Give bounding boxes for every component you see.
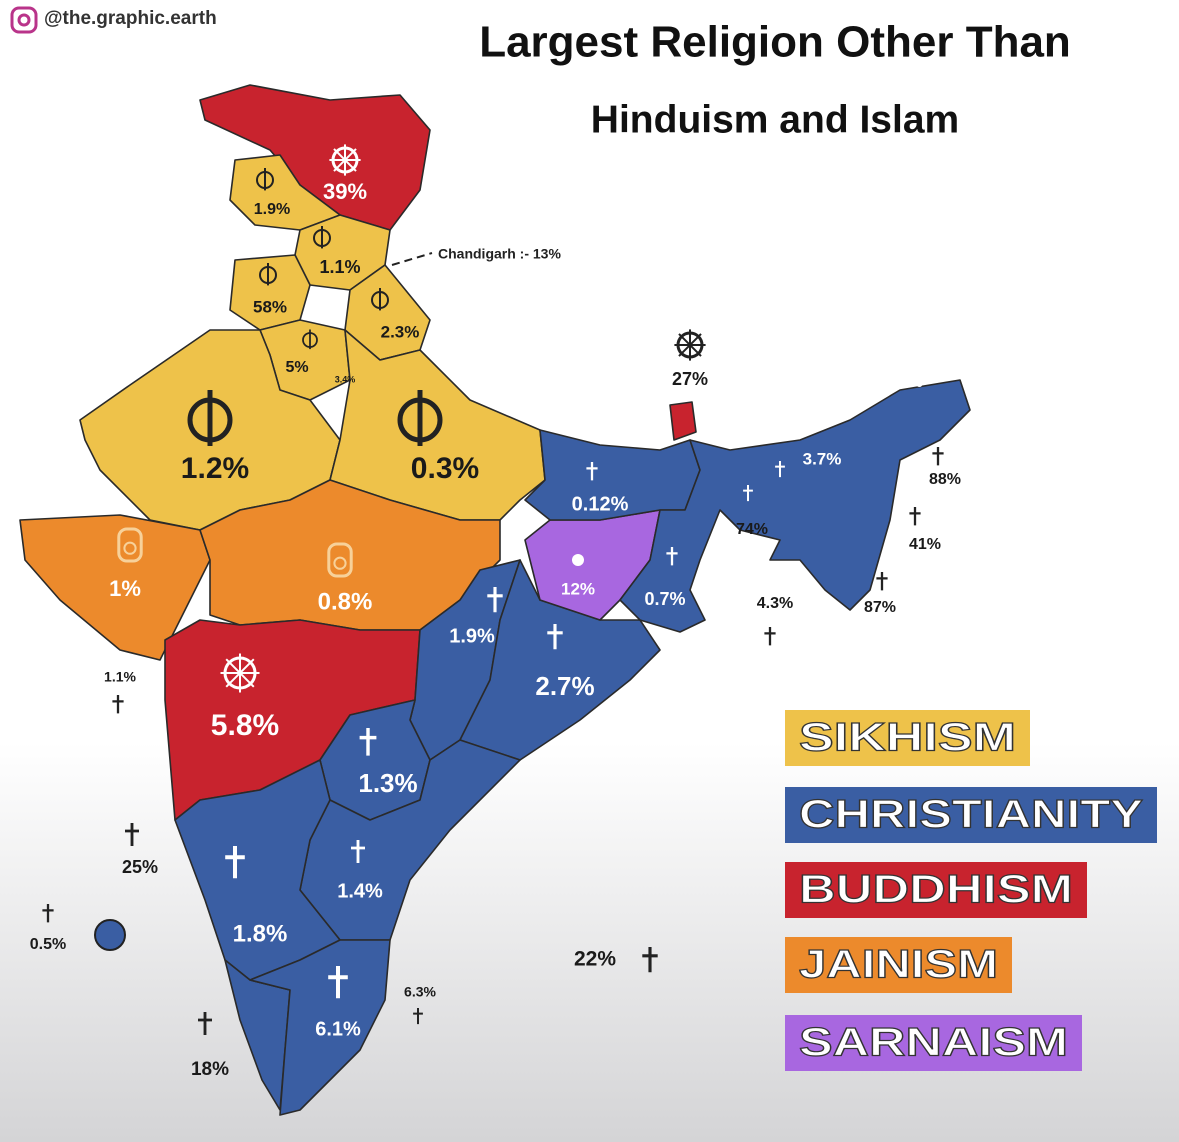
region-label: 1.4% [337, 880, 383, 902]
cross-icon [586, 462, 598, 481]
region-label: 5.8% [211, 709, 279, 742]
instagram-icon [10, 6, 38, 34]
cross-icon [328, 966, 348, 999]
region-label: 1.9% [254, 201, 290, 218]
region-label: 18% [191, 1059, 229, 1080]
cross-icon [764, 627, 776, 646]
legend-swatch [785, 710, 1030, 766]
region-label: 5% [285, 359, 308, 376]
region-label: 6.3% [404, 984, 436, 1000]
region [199, 84, 431, 231]
wheel-spoke [225, 658, 255, 688]
legend-label: SIKHISM [799, 716, 1016, 760]
title: Largest Religion Other Than [479, 18, 1071, 67]
region-label: 3.7% [803, 449, 842, 468]
region-label: 39% [323, 179, 367, 204]
cross-icon [359, 728, 377, 756]
region-label: 2.3% [381, 322, 420, 341]
region-label: 4.3% [757, 595, 793, 612]
region-label: 87% [864, 599, 896, 616]
marker-icon [94, 919, 126, 951]
cross-icon [125, 823, 139, 846]
cross-icon [112, 695, 124, 714]
region-label: 74% [736, 521, 768, 538]
jain-hand-icon [327, 542, 353, 578]
india-map [19, 84, 971, 1116]
region [669, 401, 697, 441]
cross-icon [547, 624, 563, 650]
cross-icon [743, 485, 753, 502]
instagram-icon-lens [17, 13, 31, 27]
handle: @the.graphic.earth [44, 8, 217, 29]
region-label: 1.1% [319, 257, 360, 277]
cross-icon [666, 547, 678, 566]
cross-icon [198, 1012, 212, 1035]
jain-hand-wheel [123, 541, 137, 555]
cross-icon [932, 447, 944, 466]
cross-icon [487, 587, 503, 613]
cross-icon [225, 846, 245, 879]
legend-swatch [785, 787, 1157, 843]
cross-icon [844, 392, 856, 411]
annotation-leader [391, 252, 433, 266]
region-labels: 39% 1.9% 1.1% 58% 2.3% 5% 3.4% 1.2% 0.3% 27% 30% 3.… [30, 179, 961, 1080]
legend-swatch [785, 862, 1087, 918]
region-label: 25% [122, 857, 158, 877]
region-label: 27% [672, 369, 708, 389]
religion-icons [42, 144, 944, 1035]
region-label: 1.8% [233, 920, 288, 947]
region-label: 1.1% [104, 669, 136, 685]
region-label: 22% [574, 948, 616, 971]
subtitle: Hinduism and Islam [591, 98, 959, 141]
region-label: 0.5% [30, 936, 66, 953]
jain-hand-wheel [333, 556, 347, 570]
cross-icon [775, 461, 785, 478]
region [249, 939, 391, 1116]
legend-label: SARNAISM [799, 1021, 1068, 1065]
legend: SIKHISM CHRISTIANITY BUDDHISM JAINISM SARNAI… [785, 710, 1157, 1071]
cross-icon [42, 904, 54, 923]
legend-swatch [785, 1015, 1082, 1071]
region [459, 559, 661, 761]
legend-label: CHRISTIANITY [799, 793, 1143, 837]
region-label: 1.3% [358, 768, 417, 798]
sun-icon [572, 554, 584, 566]
region-label: 0.12% [572, 493, 629, 515]
cross-icon [876, 572, 888, 591]
cross-icon [351, 840, 365, 863]
region-label: 88% [929, 471, 961, 488]
legend-label: JAINISM [799, 943, 998, 987]
region-label: 2.7% [535, 671, 594, 701]
region-label: 0.8% [318, 588, 373, 615]
cross-icon [413, 1008, 423, 1025]
region-label: 0.7% [644, 589, 685, 609]
region [619, 379, 971, 633]
wheel-spoke [333, 148, 357, 172]
region-label: 41% [909, 536, 941, 553]
jain-hand-icon [117, 527, 143, 563]
chandigarh-annotation: Chandigarh :- 13% [438, 246, 561, 262]
cross-icon [642, 947, 658, 973]
region-label: 1.9% [449, 625, 495, 647]
wheel-spoke [678, 333, 702, 357]
region-label: 6.1% [315, 1018, 361, 1040]
region-label: 12% [561, 579, 595, 598]
cross-icon [909, 507, 921, 526]
region-label: 58% [253, 297, 287, 316]
region-label: 30% [887, 371, 923, 391]
region-label: 3.4% [335, 374, 356, 384]
region-label: 1% [109, 576, 141, 601]
legend-swatch [785, 937, 1012, 993]
legend-label: BUDDHISM [799, 868, 1073, 912]
region-label: 1.2% [181, 452, 249, 485]
region-label: 0.3% [411, 452, 479, 485]
